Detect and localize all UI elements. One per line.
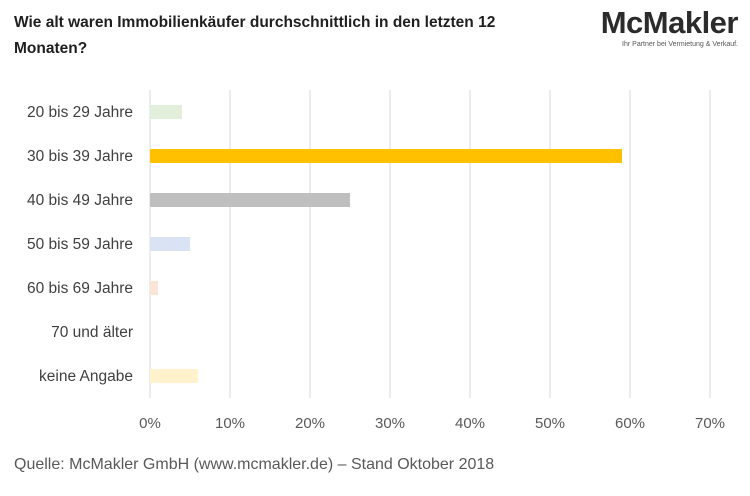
bar [150,193,350,207]
x-tick-label: 0% [139,415,161,432]
mcmakler-logo: McMakler Ihr Partner bei Vermietung & Ve… [600,5,739,49]
bar [150,281,158,295]
category-label: 70 und älter [51,324,133,341]
category-label: 60 bis 69 Jahre [27,280,133,297]
category-label: 40 bis 49 Jahre [27,192,133,209]
logo-tagline: Ihr Partner bei Vermietung & Verkauf. [622,41,738,48]
category-label: 50 bis 59 Jahre [27,236,133,253]
bar [150,237,190,251]
category-label: 20 bis 29 Jahre [27,104,133,121]
x-tick-label: 10% [215,415,245,432]
chart-title: Wie alt waren Immobilienkäufer durchschn… [14,14,496,57]
bar [150,105,182,119]
x-tick-label: 60% [615,415,645,432]
category-label: keine Angabe [39,368,133,385]
bar [150,369,198,383]
category-label: 30 bis 39 Jahre [27,148,133,165]
bar [150,149,622,163]
x-tick-label: 70% [695,415,725,432]
logo-wordmark: McMakler [600,5,739,40]
x-tick-label: 30% [375,415,405,432]
x-tick-label: 40% [455,415,485,432]
source-note: Quelle: McMakler GmbH (www.mcmakler.de) … [14,456,495,473]
x-tick-label: 20% [295,415,325,432]
x-tick-label: 50% [535,415,565,432]
